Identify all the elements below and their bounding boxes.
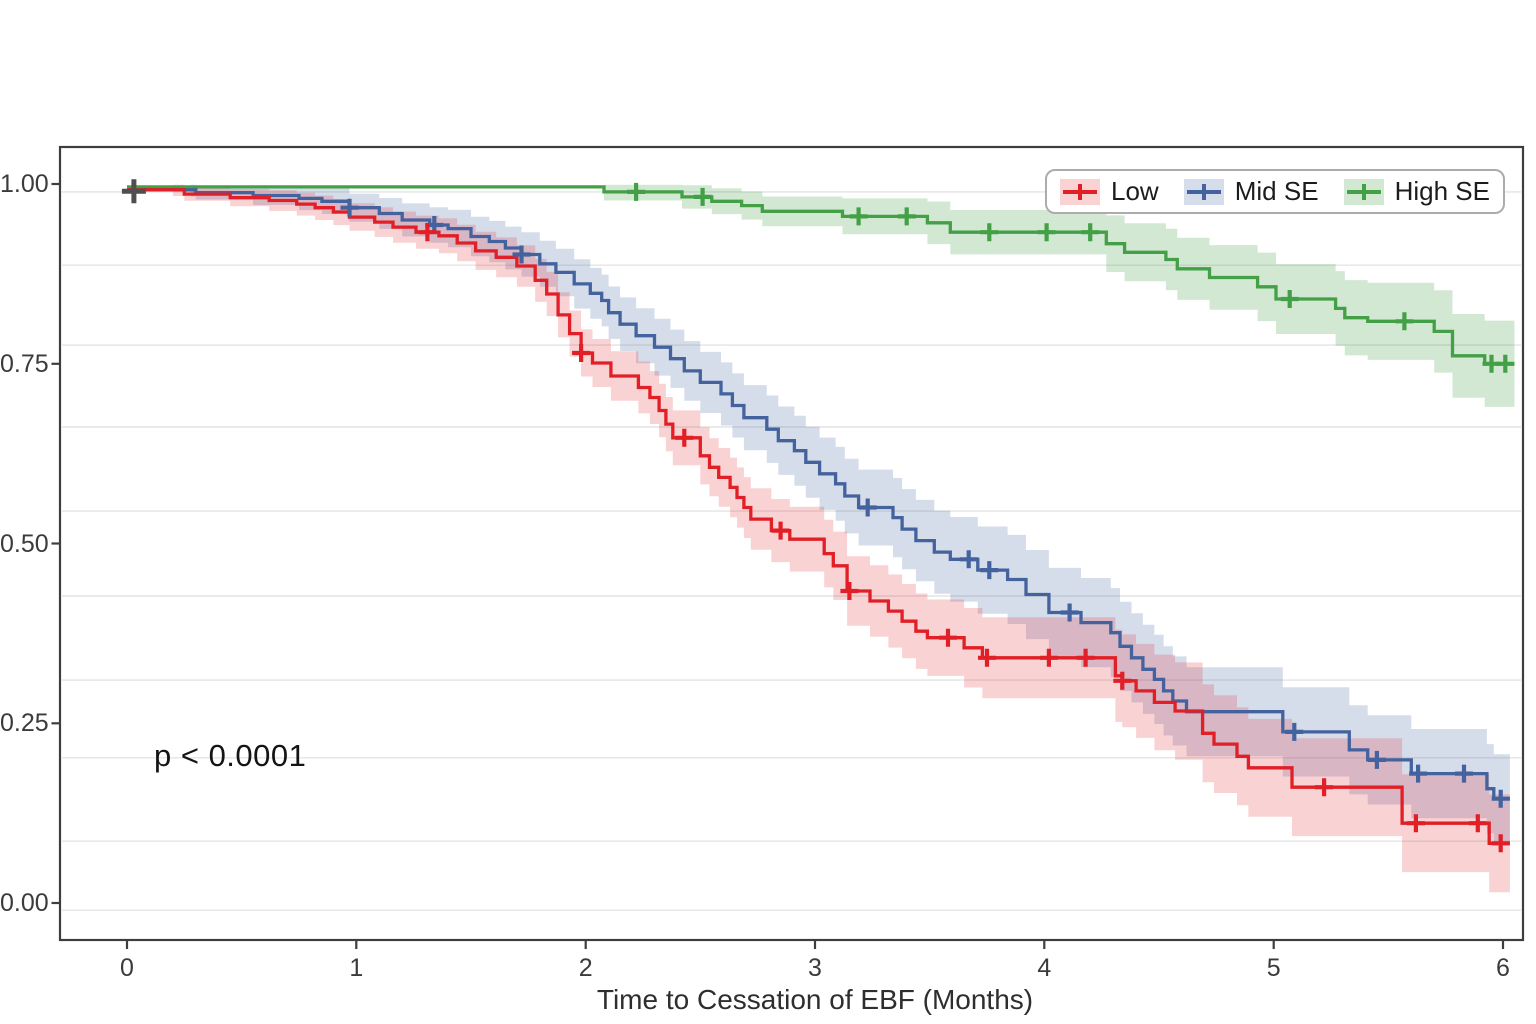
axis-tick-marks — [51, 182, 1505, 949]
censor-mark — [978, 648, 996, 667]
start-censor-mark — [121, 179, 146, 204]
x-tick-label: 4 — [1037, 954, 1052, 982]
censor-mark — [959, 550, 978, 569]
legend-key-mid-se-icon — [1183, 178, 1224, 205]
y-tick-label: 0.50 — [0, 529, 49, 558]
censor-mark — [1496, 354, 1515, 373]
confidence-bands — [172, 184, 1515, 893]
x-tick-label: 5 — [1266, 954, 1281, 982]
censor-mark — [980, 561, 999, 580]
censor-mark — [939, 628, 957, 647]
censor-mark — [572, 344, 591, 362]
censor-mark — [840, 582, 859, 600]
censor-mark — [1280, 290, 1299, 308]
censor-marks — [121, 179, 1515, 853]
legend-label-high-se: High SE — [1394, 176, 1490, 206]
curve-low — [127, 188, 1510, 845]
x-axis-title: Time to Cessation of EBF (Months) — [596, 984, 1034, 1015]
censor-mark — [1037, 223, 1056, 242]
band-mid-se — [191, 184, 1510, 844]
legend-label-mid-se: Mid SE — [1234, 176, 1319, 206]
curve-high-se — [127, 185, 1515, 366]
censor-mark — [1491, 834, 1510, 853]
censor-mark — [897, 207, 916, 226]
censor-mark — [1039, 648, 1058, 667]
legend-item-high-se: High SE — [1343, 176, 1490, 207]
y-tick-label: 1.00 — [0, 170, 49, 198]
censor-mark — [980, 223, 999, 242]
censor-mark — [1491, 789, 1510, 808]
censor-mark — [1395, 312, 1414, 331]
censor-mark — [771, 521, 790, 540]
censor-mark — [418, 223, 437, 242]
censor-mark — [627, 182, 646, 201]
censor-mark — [1113, 671, 1132, 690]
legend-item-low: Low — [1060, 176, 1159, 207]
x-tick-label: 3 — [808, 954, 822, 982]
censor-mark — [858, 498, 877, 517]
censor-mark — [849, 207, 868, 226]
survival-curves — [127, 185, 1515, 845]
censor-mark — [1060, 603, 1079, 622]
y-tick-label: 0.25 — [0, 709, 49, 738]
y-tick-label: 0.00 — [0, 889, 49, 917]
censor-mark — [1406, 814, 1425, 833]
censor-mark — [1468, 814, 1487, 833]
censor-mark — [1076, 648, 1095, 667]
censor-mark — [340, 198, 359, 217]
legend: Low Mid SE High SE — [1045, 169, 1505, 214]
curve-mid-se — [127, 188, 1510, 801]
legend-item-mid-se: Mid SE — [1183, 176, 1319, 207]
censor-mark — [1367, 750, 1386, 769]
censor-mark — [675, 428, 694, 447]
gridlines — [62, 191, 1521, 911]
censor-mark — [1285, 722, 1304, 741]
censor-mark — [512, 245, 531, 264]
p-value-annotation: p < 0.0001 — [154, 738, 307, 773]
legend-label-low: Low — [1111, 176, 1159, 206]
band-high-se — [604, 184, 1515, 407]
x-tick-label: 6 — [1496, 954, 1510, 982]
x-tick-label: 2 — [578, 954, 593, 982]
x-tick-label: 0 — [120, 954, 134, 982]
legend-key-low-icon — [1060, 178, 1100, 205]
y-tick-label: 0.75 — [0, 349, 49, 378]
legend-key-high-se-icon — [1343, 178, 1384, 205]
band-low — [172, 184, 1510, 893]
x-tick-label: 1 — [349, 954, 364, 982]
censor-mark — [1409, 764, 1428, 783]
censor-mark — [1455, 764, 1473, 783]
censor-mark — [1081, 223, 1100, 242]
censor-mark — [693, 187, 712, 206]
censor-mark — [1315, 778, 1334, 797]
